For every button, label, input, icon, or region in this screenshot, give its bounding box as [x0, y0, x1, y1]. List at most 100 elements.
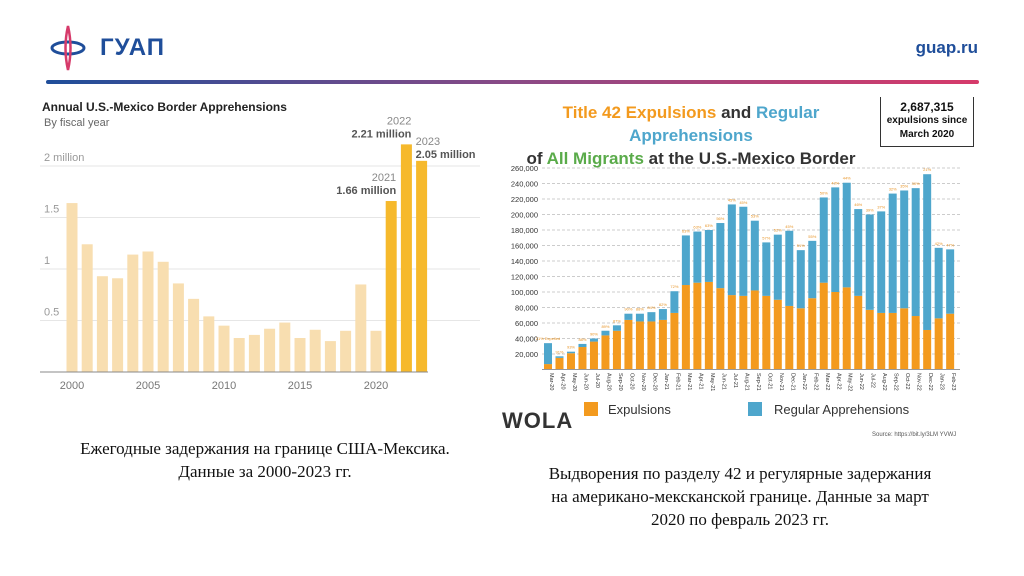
y-tick-label: 2 million	[44, 152, 84, 164]
x-tick-label: Aug-22	[881, 373, 887, 391]
bar-expulsions-Sep-22	[888, 312, 897, 370]
legend-label-apprehensions: Regular Apprehensions	[774, 402, 910, 417]
bar-apprehensions-Jun-21	[716, 223, 725, 289]
bar-expulsions-Dec-22	[923, 329, 932, 370]
bar-apprehensions-May-22	[842, 182, 851, 288]
guap-logo	[46, 24, 96, 72]
x-tick-label: Nov-21	[778, 373, 784, 391]
x-tick-label: 2005	[136, 380, 160, 392]
bar-2017	[324, 341, 336, 372]
right-chart-title: Title 42 Expulsions and Regular Apprehen…	[506, 101, 876, 170]
bar-2001	[81, 244, 93, 372]
x-tick-label: Jun-22	[858, 373, 864, 390]
y-tick-label: 80,000	[515, 304, 538, 313]
bar-apprehensions-Apr-22	[831, 187, 840, 292]
bar-expulsions-Feb-22	[808, 298, 817, 370]
x-tick-label: Apr-21	[697, 373, 703, 390]
left-caption: Ежегодные задержания на границе США-Мекс…	[40, 437, 490, 483]
x-tick-label: 2010	[212, 380, 236, 392]
bar-apprehensions-Jun-20	[578, 343, 587, 348]
bar-apprehensions-Sep-20	[612, 325, 621, 331]
legend-swatch-expulsions	[584, 402, 598, 416]
x-tick-label: May-21	[709, 373, 715, 391]
bar-apprehensions-Jul-21	[727, 204, 736, 296]
bar-2022	[400, 144, 412, 372]
pct-label: 32%	[889, 187, 897, 192]
bar-expulsions-Mar-20	[544, 364, 552, 370]
bar-2011	[233, 338, 245, 372]
x-tick-label: Sep-21	[755, 373, 761, 391]
x-tick-label: Jan-23	[939, 373, 945, 390]
expulsions-date: March 2020	[899, 129, 955, 140]
x-tick-label: Feb-23	[950, 373, 956, 390]
bar-apprehensions-Jul-22	[865, 214, 874, 310]
x-tick-label: Oct-20	[628, 373, 634, 390]
x-tick-label: Aug-21	[743, 373, 749, 391]
bar-expulsions-Nov-21	[773, 299, 782, 370]
bar-apprehensions-Aug-22	[877, 211, 886, 313]
x-tick-label: Dec-20	[651, 373, 657, 391]
pct-label: 57%	[762, 235, 770, 240]
bar-2014	[279, 322, 291, 372]
bar-apprehensions-Mar-22	[819, 197, 828, 283]
x-tick-label: Apr-22	[835, 373, 841, 390]
legend: Expulsions Regular Apprehensions	[584, 402, 909, 417]
y-tick-label: 1.5	[44, 204, 59, 216]
left-chart: 0.5 1 1.5 2 million 2000 2005 2010 2015 2020 2021…	[40, 115, 480, 392]
y-tick-label: 0.5	[44, 307, 59, 319]
title-part: and	[716, 103, 757, 122]
pct-label: 45%	[785, 224, 793, 229]
bar-expulsions-Nov-20	[635, 321, 644, 370]
bar-expulsions-Apr-21	[693, 282, 702, 370]
bar-2002	[96, 276, 108, 372]
pct-label: 45%	[739, 200, 747, 205]
left-caption-line: Ежегодные задержания на границе США-Мекс…	[80, 439, 450, 458]
pct-label: 93%	[567, 345, 575, 350]
bar-expulsions-Apr-20	[555, 357, 564, 370]
annotation-year: 2021	[372, 172, 396, 184]
bar-expulsions-Jan-23	[934, 318, 943, 370]
bar-2007	[172, 283, 184, 372]
x-tick-label: Oct-22	[904, 373, 910, 390]
y-tick-label: 60,000	[515, 319, 538, 328]
x-tick-label: Dec-22	[927, 373, 933, 391]
bar-expulsions-Aug-21	[739, 295, 748, 370]
pct-label: 63%	[693, 225, 701, 230]
annotation-value: 2.05 million	[416, 149, 476, 161]
site-link[interactable]: guap.ru	[915, 38, 978, 57]
pct-label: 63%	[705, 223, 713, 228]
bar-2023	[416, 160, 428, 372]
pct-label: 82%	[659, 302, 667, 307]
bar-expulsions-Jun-21	[716, 288, 725, 370]
bar-expulsions-May-22	[842, 287, 851, 370]
bar-2009	[203, 316, 215, 372]
bar-apprehensions-Jan-21	[658, 309, 667, 320]
right-plot-group: 20,000 40,000 60,000 80,000 100,000 120,000 14…	[511, 164, 960, 391]
left-chart-title: Annual U.S.-Mexico Border Apprehensions	[42, 100, 287, 114]
pct-label: 84%	[647, 305, 655, 310]
bar-2010	[218, 325, 230, 372]
x-tick-label: Mar-22	[824, 373, 830, 390]
bar-apprehensions-Feb-23	[946, 249, 955, 314]
bar-expulsions-Sep-21	[750, 290, 759, 370]
bar-expulsions-Mar-21	[681, 285, 690, 370]
bar-apprehensions-Sep-21	[750, 220, 759, 291]
bar-apprehensions-Nov-20	[635, 313, 644, 322]
y-tick-label: 1	[44, 255, 50, 267]
x-tick-label: Sep-20	[617, 373, 623, 391]
bar-2003	[112, 278, 124, 372]
pct-label: 47%	[946, 242, 954, 247]
pct-label: 90%	[590, 332, 598, 337]
bar-apprehensions-Mar-21	[681, 235, 690, 286]
bar-expulsions-Dec-21	[785, 305, 794, 370]
bar-2015	[294, 338, 306, 372]
bar-expulsions-Aug-22	[877, 312, 886, 370]
x-tick-label: 2020	[364, 380, 388, 392]
pct-label: 21%	[923, 167, 931, 172]
bar-apprehensions-Feb-22	[808, 240, 817, 299]
x-tick-label: Sep-22	[893, 373, 899, 391]
annotation-year: 2023	[416, 136, 440, 148]
y-tick-label: 240,000	[511, 180, 538, 189]
bar-2008	[188, 298, 200, 372]
bar-apprehensions-Apr-20	[555, 356, 564, 358]
